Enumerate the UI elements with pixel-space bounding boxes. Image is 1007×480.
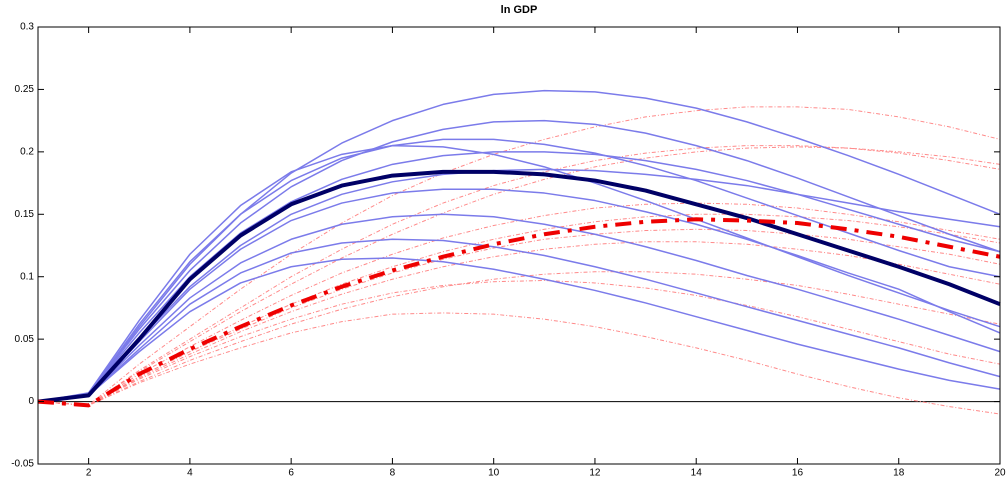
chart-title: ln GDP [501,4,538,16]
series-line [37,217,1001,408]
series-line [37,146,1001,406]
series-line [37,119,1001,403]
y-tick-label: 0.3 [20,22,34,33]
x-tick-label: 14 [691,468,703,479]
x-tick-label: 18 [893,468,905,479]
series-line [37,312,1001,415]
y-tick-label: 0.25 [15,84,35,95]
x-tick-label: 8 [390,468,396,479]
series-line [37,144,1001,403]
y-tick-label: 0.15 [15,209,35,220]
series-line [37,169,1001,404]
series-line [37,89,1001,403]
series-line [37,241,1001,406]
series-line [37,145,1001,406]
x-tick-label: 12 [589,468,601,479]
x-tick-label: 4 [187,468,193,479]
x-tick-label: 16 [792,468,804,479]
y-tick-label: 0 [28,396,34,407]
series-line [37,213,1001,403]
series-line [37,138,1001,403]
plot-frame [37,26,1001,465]
series-line [37,213,1001,406]
series-line [37,238,1001,403]
series-line [37,271,1001,406]
series-line [37,202,1001,406]
series-line [37,151,1001,403]
y-tick-label: 0.1 [20,271,34,282]
y-tick-label: -0.05 [11,459,34,470]
series-line [37,188,1001,403]
y-tick-label: 0.2 [20,146,34,157]
x-tick-label: 6 [288,468,294,479]
series-line [37,279,1001,406]
y-tick-label: 0.05 [15,334,35,345]
x-tick-label: 10 [488,468,500,479]
x-tick-label: 2 [86,468,92,479]
x-tick-label: 20 [994,468,1006,479]
series-line [37,106,1001,406]
series-line [37,168,1001,403]
series-line [37,257,1001,403]
